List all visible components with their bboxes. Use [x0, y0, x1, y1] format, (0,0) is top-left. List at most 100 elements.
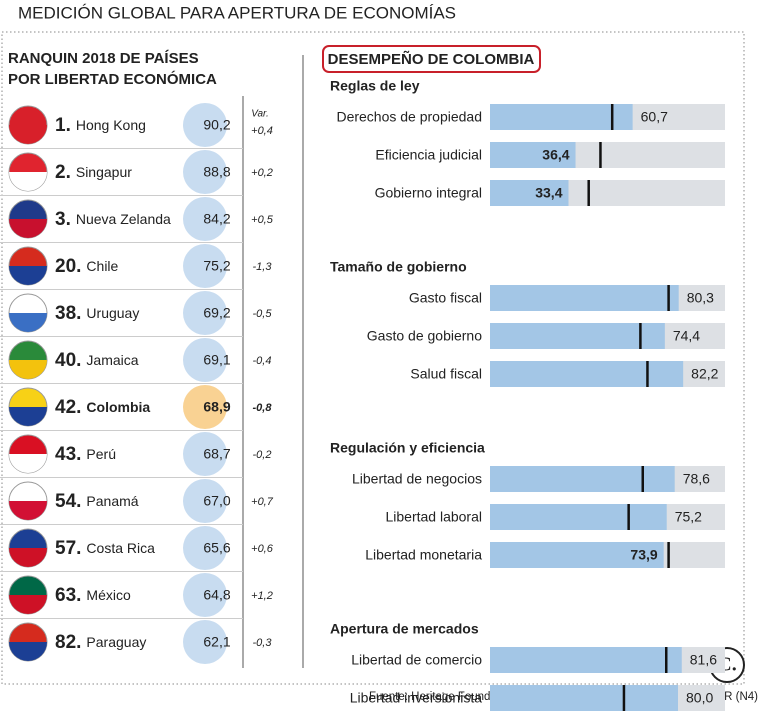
value-label: 80,3 — [687, 290, 714, 306]
bar — [490, 466, 675, 492]
bar — [490, 542, 664, 568]
variation: -1,3 — [253, 261, 273, 273]
table-title: RANQUIN 2018 DE PAÍSES — [8, 50, 199, 67]
rank: 2. — [55, 162, 71, 183]
flag — [9, 219, 47, 238]
table-title: POR LIBERTAD ECONÓMICA — [8, 70, 217, 88]
value-label: 82,2 — [691, 366, 718, 382]
score-bubble — [183, 479, 227, 523]
category-label: Libertad de comercio — [351, 652, 482, 668]
value-label: 78,6 — [683, 471, 710, 487]
value-label: 36,4 — [542, 147, 569, 163]
row-label: 54. Panamá — [55, 491, 139, 512]
flag — [9, 407, 47, 426]
score-bubble — [183, 385, 227, 429]
bar — [490, 142, 576, 168]
flag — [9, 548, 47, 567]
score-bubble — [183, 432, 227, 476]
flag — [9, 360, 47, 379]
score: 68,7 — [203, 446, 230, 462]
rank: 3. — [55, 209, 71, 230]
score: 68,9 — [203, 399, 230, 415]
category-label: Gasto de gobierno — [367, 328, 482, 344]
score-bubble — [183, 620, 227, 664]
rank: 43. — [55, 444, 81, 465]
flag — [9, 172, 47, 191]
score: 62,1 — [203, 634, 230, 650]
score-bubble — [183, 197, 227, 241]
bar — [490, 285, 679, 311]
bar — [490, 180, 569, 206]
row-label: 1. Hong Kong — [55, 115, 146, 136]
row-label: 42. Colombia — [55, 397, 150, 418]
flag — [9, 313, 47, 332]
row-label: 82. Paraguay — [55, 632, 146, 653]
variation: -0,5 — [253, 308, 273, 320]
variation: +0,7 — [251, 496, 274, 508]
flag — [9, 266, 47, 285]
country: Colombia — [86, 399, 150, 415]
rank: 40. — [55, 350, 81, 371]
flag — [9, 595, 47, 614]
score-bubble — [183, 244, 227, 288]
rank: 82. — [55, 632, 81, 653]
country: Costa Rica — [86, 540, 155, 556]
variation: -0,2 — [253, 449, 272, 461]
value-label: 81,6 — [690, 652, 717, 668]
score: 90,2 — [203, 117, 230, 133]
variation: -0,3 — [253, 637, 273, 649]
country: Jamaica — [86, 352, 138, 368]
value-label: 33,4 — [535, 185, 562, 201]
group-title: Tamaño de gobierno — [330, 259, 467, 275]
category-label: Gasto fiscal — [409, 290, 482, 306]
chart-title: DESEMPEÑO DE COLOMBIA — [328, 50, 535, 68]
bar — [490, 323, 665, 349]
variation: +0,4 — [251, 125, 273, 137]
score-bubble — [183, 526, 227, 570]
category-label: Libertad de negocios — [352, 471, 482, 487]
group-title: Reglas de ley — [330, 78, 420, 94]
group-title: Regulación y eficiencia — [330, 440, 485, 456]
category-label: Eficiencia judicial — [375, 147, 482, 163]
row-label: 3. Nueva Zelanda — [55, 209, 171, 230]
score: 75,2 — [203, 258, 230, 274]
category-label: Libertad monetaria — [365, 547, 482, 563]
bar — [490, 647, 682, 673]
row-label: 2. Singapur — [55, 162, 132, 183]
rank: 20. — [55, 256, 81, 277]
country: Singapur — [76, 164, 132, 180]
row-label: 57. Costa Rica — [55, 538, 155, 559]
category-label: Libertad laboral — [385, 509, 482, 525]
score: 67,0 — [203, 493, 230, 509]
score: 64,8 — [203, 587, 230, 603]
rank: 42. — [55, 397, 81, 418]
country: México — [86, 587, 131, 603]
category-label: Salud fiscal — [410, 366, 482, 382]
score: 88,8 — [203, 164, 230, 180]
row-label: 63. México — [55, 585, 131, 606]
row-label: 40. Jamaica — [55, 350, 139, 371]
country: Uruguay — [86, 305, 139, 321]
rank: 38. — [55, 303, 81, 324]
score: 65,6 — [203, 540, 230, 556]
value-label: 73,9 — [630, 547, 657, 563]
variation: -0,8 — [253, 402, 273, 414]
category-label: Derechos de propiedad — [336, 109, 482, 125]
bar — [490, 361, 684, 387]
rank: 57. — [55, 538, 81, 559]
category-label: Libertad inversionista — [350, 690, 483, 706]
country: Paraguay — [86, 634, 146, 650]
score: 84,2 — [203, 211, 230, 227]
variation: -0,4 — [253, 355, 272, 367]
value-label: 74,4 — [673, 328, 700, 344]
bar — [490, 104, 633, 130]
title-box — [322, 45, 541, 73]
rank: 1. — [55, 115, 71, 136]
value-label: 80,0 — [686, 690, 713, 706]
country: Panamá — [86, 493, 138, 509]
score-bubble — [183, 573, 227, 617]
value-label: 75,2 — [675, 509, 702, 525]
flag — [9, 125, 47, 144]
row-label: 38. Uruguay — [55, 303, 139, 324]
